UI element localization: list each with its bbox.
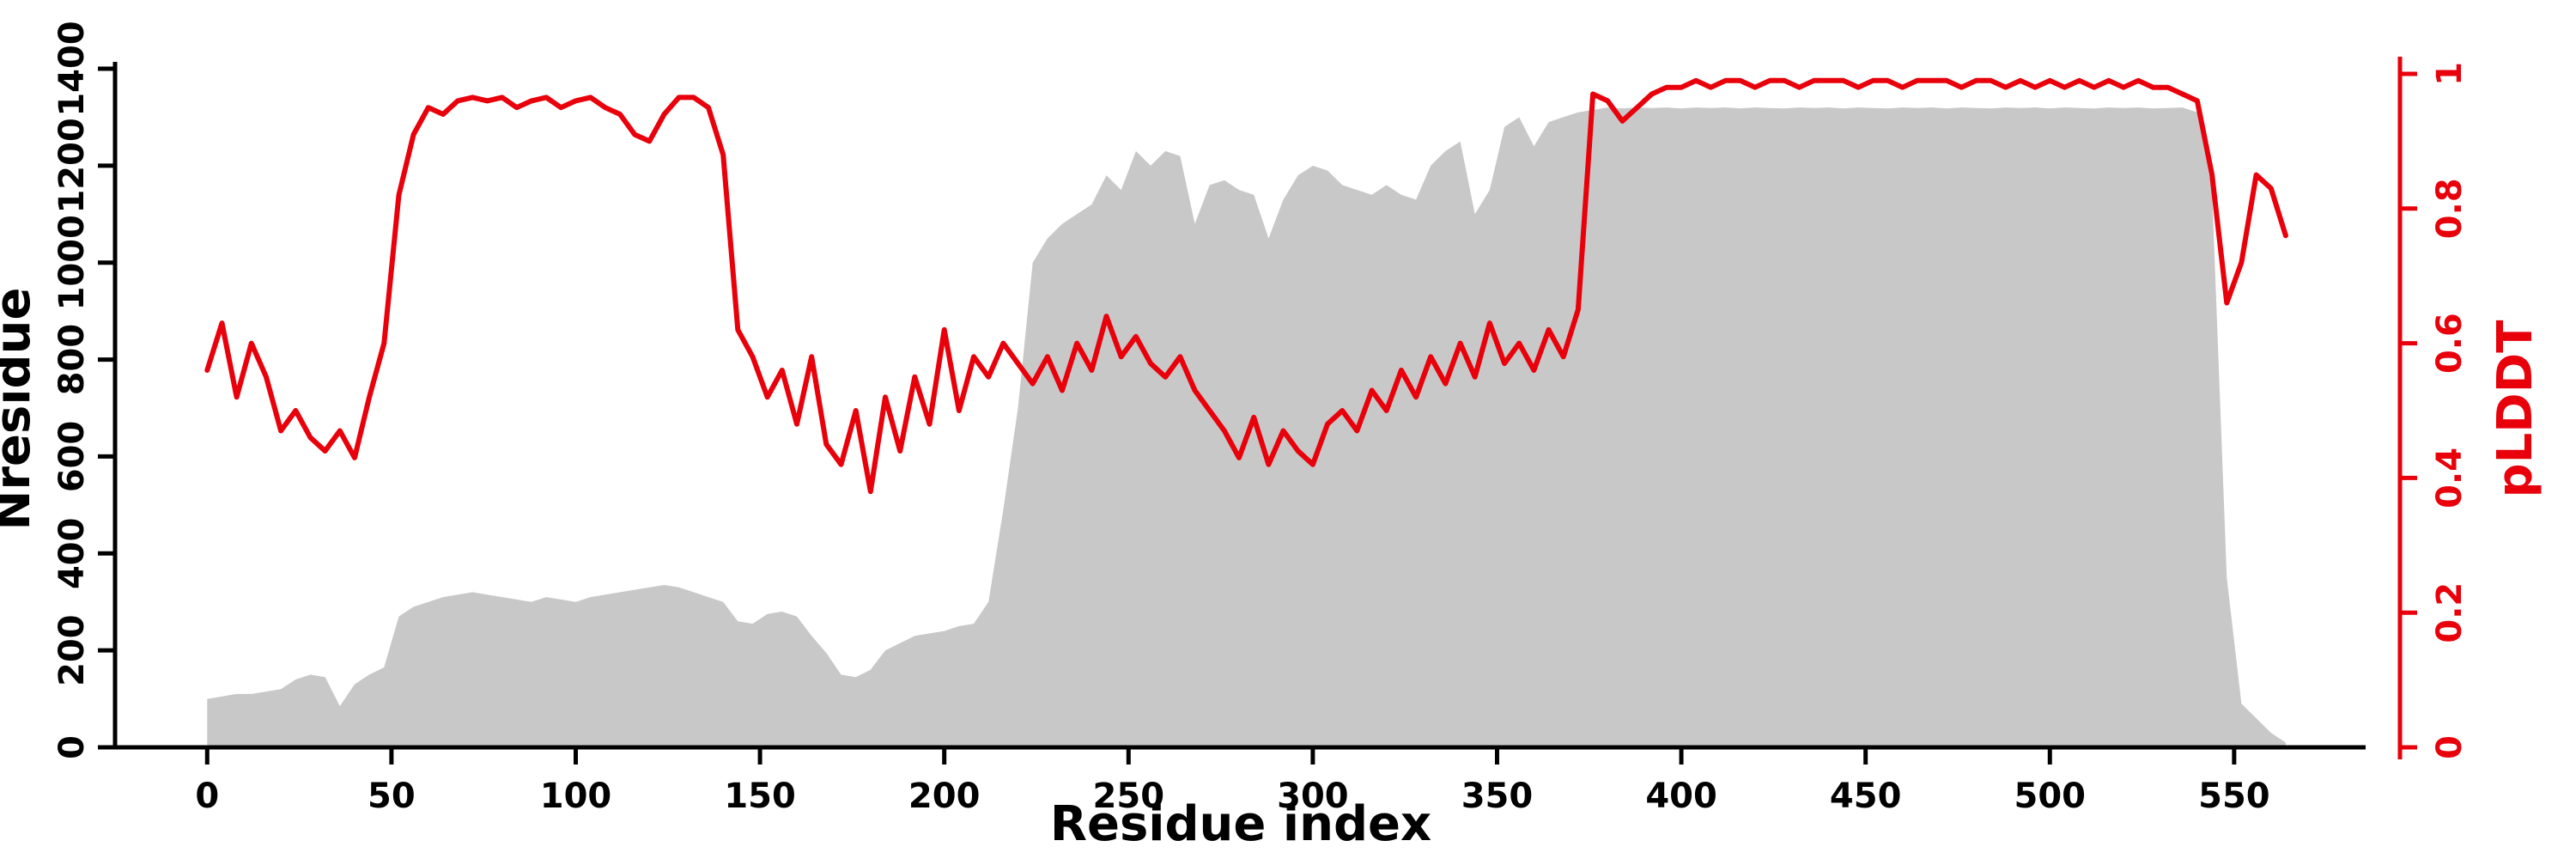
chart-layers: 0 50 100 150 200 250 300 350 400 450 500 550 0 200 400… [52, 21, 2470, 816]
y-tick-label: 1000 [52, 215, 92, 310]
x-tick-label: 100 [540, 777, 612, 816]
x-tick-label: 300 [1277, 777, 1349, 816]
x-tick-label: 550 [2198, 777, 2270, 816]
x-tick-label: 250 [1093, 777, 1165, 816]
y2-tick-label: 0 [2430, 735, 2470, 759]
y2-tick-label: 0.2 [2430, 582, 2470, 643]
y2-tick-label: 0.8 [2430, 178, 2470, 239]
x-tick-label: 50 [368, 777, 416, 816]
y2-axis-title: pLDDT [2488, 320, 2543, 498]
y-tick-label: 600 [52, 421, 92, 493]
nresidue-area [207, 107, 2286, 748]
x-tick-label: 350 [1461, 777, 1534, 816]
x-axis-title: Residue index [1050, 796, 1431, 852]
x-tick-label: 200 [908, 777, 981, 816]
y2-tick-label: 1 [2430, 62, 2470, 86]
x-tick-label: 500 [2014, 777, 2087, 816]
x-tick-label: 150 [724, 777, 796, 816]
y-tick-label: 800 [52, 324, 92, 396]
y2-tick-label: 0.6 [2430, 313, 2470, 374]
y-axis-title: Nresidue [0, 288, 41, 531]
y-tick-label: 1400 [52, 21, 92, 116]
x-tick-label: 0 [195, 777, 219, 816]
x-tick-label: 450 [1830, 777, 1902, 816]
y-tick-label: 1200 [52, 118, 92, 213]
x-tick-label: 400 [1645, 777, 1717, 816]
y-tick-label: 400 [52, 518, 92, 590]
y2-tick-label: 0.4 [2430, 448, 2470, 509]
plddt-line [204, 77, 2288, 495]
y-tick-label: 200 [52, 614, 92, 686]
y-tick-label: 0 [52, 735, 92, 759]
